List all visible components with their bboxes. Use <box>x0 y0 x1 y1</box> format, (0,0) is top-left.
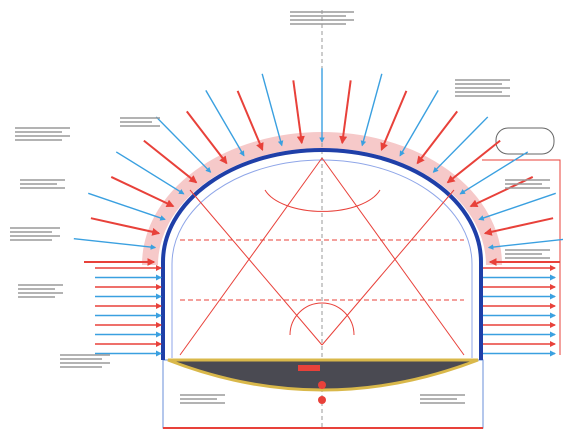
load-arrow <box>156 117 210 172</box>
symbol <box>496 128 554 154</box>
load-arrow <box>382 91 407 150</box>
load-arrow <box>206 90 244 155</box>
load-arrow <box>91 218 159 233</box>
load-arrow <box>238 91 263 150</box>
marker-box <box>298 365 320 371</box>
load-arrow <box>116 152 183 194</box>
load-arrows <box>74 68 563 353</box>
load-arrow <box>417 111 457 163</box>
tunnel-section-drawing <box>0 0 563 434</box>
load-arrow <box>489 239 563 248</box>
load-arrow <box>74 239 155 248</box>
page: (() => { const svg = document.getElement… <box>0 0 563 434</box>
load-arrow <box>400 90 438 155</box>
marker <box>318 381 326 389</box>
load-arrow <box>485 218 553 233</box>
load-arrow <box>187 111 227 163</box>
load-arrow <box>433 117 487 172</box>
load-arrow <box>448 141 500 183</box>
marker <box>318 396 326 404</box>
load-arrow <box>262 74 282 146</box>
load-arrow <box>144 141 196 183</box>
load-arrow <box>362 74 382 146</box>
